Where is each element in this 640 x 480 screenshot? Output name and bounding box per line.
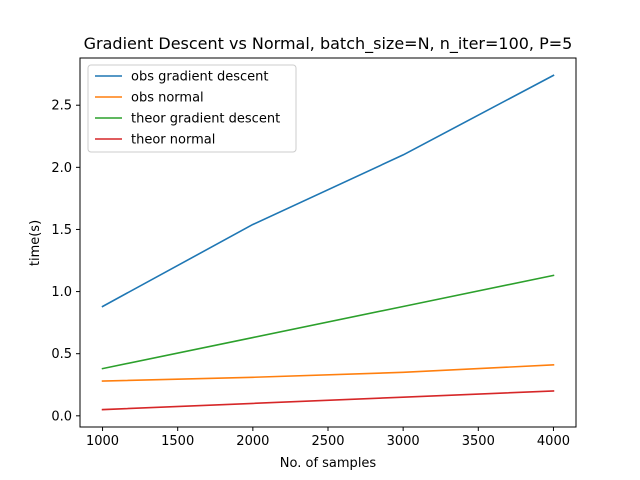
chart-title: Gradient Descent vs Normal, batch_size=N… xyxy=(84,34,573,54)
y-tick-label: 0.0 xyxy=(51,409,72,424)
x-tick-label: 3000 xyxy=(387,434,420,449)
y-axis-label: time(s) xyxy=(28,220,43,266)
legend-label: obs gradient descent xyxy=(131,70,269,85)
series-line-0 xyxy=(101,74,555,308)
y-tick-label: 2.0 xyxy=(51,161,72,176)
legend-label: obs normal xyxy=(131,91,204,106)
legend-box xyxy=(87,64,297,153)
legend-label: theor normal xyxy=(131,133,215,148)
x-tick-label: 1000 xyxy=(86,434,119,449)
x-tick-label: 3500 xyxy=(462,434,495,449)
series-lines xyxy=(101,74,555,411)
series-line-2 xyxy=(101,274,555,370)
series-line-1 xyxy=(101,364,555,382)
y-tick-label: 2.5 xyxy=(51,99,72,114)
y-tick-label: 0.5 xyxy=(51,347,72,362)
y-tick-label: 1.5 xyxy=(51,223,72,238)
series-line-3 xyxy=(101,390,555,411)
x-tick-label: 2500 xyxy=(311,434,344,449)
x-tick-label: 1500 xyxy=(161,434,194,449)
y-tick-label: 1.0 xyxy=(51,285,72,300)
legend: obs gradient descent obs normal theor grad… xyxy=(87,64,297,153)
x-tick-label: 2000 xyxy=(236,434,269,449)
x-tick-label: 4000 xyxy=(537,434,570,449)
x-axis-ticks: 1000 1500 2000 2500 3000 3500 4000 xyxy=(86,427,570,449)
legend-label: theor gradient descent xyxy=(131,112,280,127)
x-axis-label: No. of samples xyxy=(280,456,377,471)
y-axis-ticks: 0.0 0.5 1.0 1.5 2.0 2.5 xyxy=(51,99,80,424)
plot-frame xyxy=(79,57,577,428)
legend-items: obs gradient descent obs normal theor grad… xyxy=(95,70,280,148)
